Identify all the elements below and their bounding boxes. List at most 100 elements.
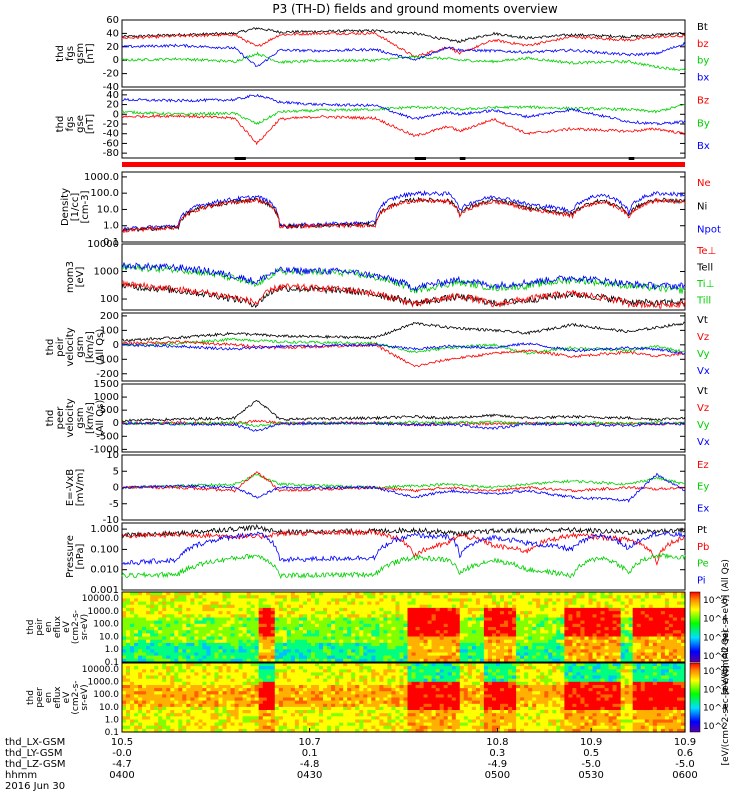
spec-cell [142, 697, 147, 702]
spec-cell [162, 678, 167, 683]
spec-cell [158, 630, 163, 634]
spec-cell [636, 642, 642, 647]
spec-cell [536, 614, 541, 619]
spec-cell [138, 675, 143, 680]
spec-cell [640, 649, 646, 654]
spec-cell [311, 601, 316, 606]
spec-cell [560, 633, 565, 638]
spec-cell [270, 627, 276, 631]
spec-cell [624, 592, 630, 596]
spec-cell [174, 713, 179, 717]
spec-cell [206, 728, 211, 733]
spec-cell [258, 620, 264, 625]
spec-cell [162, 658, 167, 663]
spec-cell [588, 642, 594, 647]
spec-cell [246, 713, 252, 717]
spec-cell [459, 592, 465, 596]
spec-cell [130, 678, 135, 683]
spec-cell [668, 604, 674, 609]
spec-cell [403, 633, 409, 638]
spec-cell [536, 611, 541, 615]
spec-cell [122, 706, 127, 711]
spec-cell [668, 614, 674, 619]
spec-cell [584, 652, 590, 657]
spec-cell [222, 710, 228, 714]
spec-cell [612, 646, 618, 650]
spec-cell [242, 691, 248, 695]
spec-cell [174, 697, 179, 702]
spec-cell [154, 669, 159, 673]
spec-cell [664, 636, 670, 641]
spec-cell [278, 607, 284, 612]
spec-cell [170, 646, 175, 650]
spec-cell [548, 607, 553, 612]
spec-cell [391, 623, 396, 628]
spec-cell [194, 666, 199, 670]
ylabel-line: thd [45, 339, 56, 356]
spec-cell [451, 607, 457, 612]
spec-cell [166, 604, 171, 609]
spec-cell [419, 666, 425, 670]
spec-cell [387, 598, 392, 603]
spec-cell [270, 614, 276, 619]
spec-cell [282, 666, 288, 670]
spec-cell [278, 601, 284, 606]
spec-cell [415, 694, 421, 699]
spec-cell [363, 706, 368, 711]
spec-cell [463, 595, 469, 599]
spec-cell [407, 728, 413, 733]
spec-cell [327, 633, 332, 638]
spec-cell [311, 697, 316, 702]
spec-cell [628, 639, 634, 644]
spec-cell [664, 658, 670, 663]
spec-cell [355, 627, 360, 631]
spec-cell [343, 728, 348, 733]
spec-cell [620, 617, 626, 622]
spec-cell [644, 636, 650, 641]
series-Vx [121, 421, 686, 432]
spec-cell [210, 685, 216, 689]
spec-cell [234, 601, 240, 606]
spec-cell [681, 604, 686, 609]
spec-cell [194, 725, 199, 730]
spec-cell [640, 620, 646, 625]
spec-cell [258, 725, 264, 730]
spec-cell [298, 688, 304, 692]
spec-cell [146, 703, 151, 708]
spec-cell [604, 601, 610, 606]
spec-cell [182, 669, 187, 673]
spec-cell [122, 604, 127, 609]
spec-cell [327, 652, 332, 657]
spec-cell [262, 636, 268, 641]
spec-cell [520, 658, 525, 663]
series-Pe [121, 552, 686, 580]
spec-cell [387, 655, 392, 660]
spec-cell [307, 725, 312, 730]
spec-cell [391, 611, 396, 615]
spec-cell [214, 646, 220, 650]
spec-cell [178, 611, 183, 615]
spec-cell [471, 658, 477, 663]
spec-cell [528, 652, 533, 657]
spec-cell [274, 639, 280, 644]
spec-cell [351, 694, 356, 699]
spec-cell [363, 691, 368, 695]
spec-cell [226, 652, 232, 657]
spec-cell [134, 678, 139, 683]
spec-cell [170, 604, 175, 609]
spec-cell [492, 636, 497, 641]
spec-cell [399, 694, 405, 699]
spec-cell [648, 598, 654, 603]
spec-cell [146, 669, 151, 673]
spec-cell [640, 598, 646, 603]
spec-cell [496, 655, 501, 660]
spec-cell [648, 607, 654, 612]
spec-cell [222, 611, 228, 615]
spec-cell [435, 649, 441, 654]
spec-cell [355, 675, 360, 680]
spec-cell [126, 663, 131, 667]
spec-cell [399, 719, 405, 724]
spec-cell [492, 617, 497, 622]
spec-cell [238, 728, 244, 733]
spec-cell [198, 725, 203, 730]
